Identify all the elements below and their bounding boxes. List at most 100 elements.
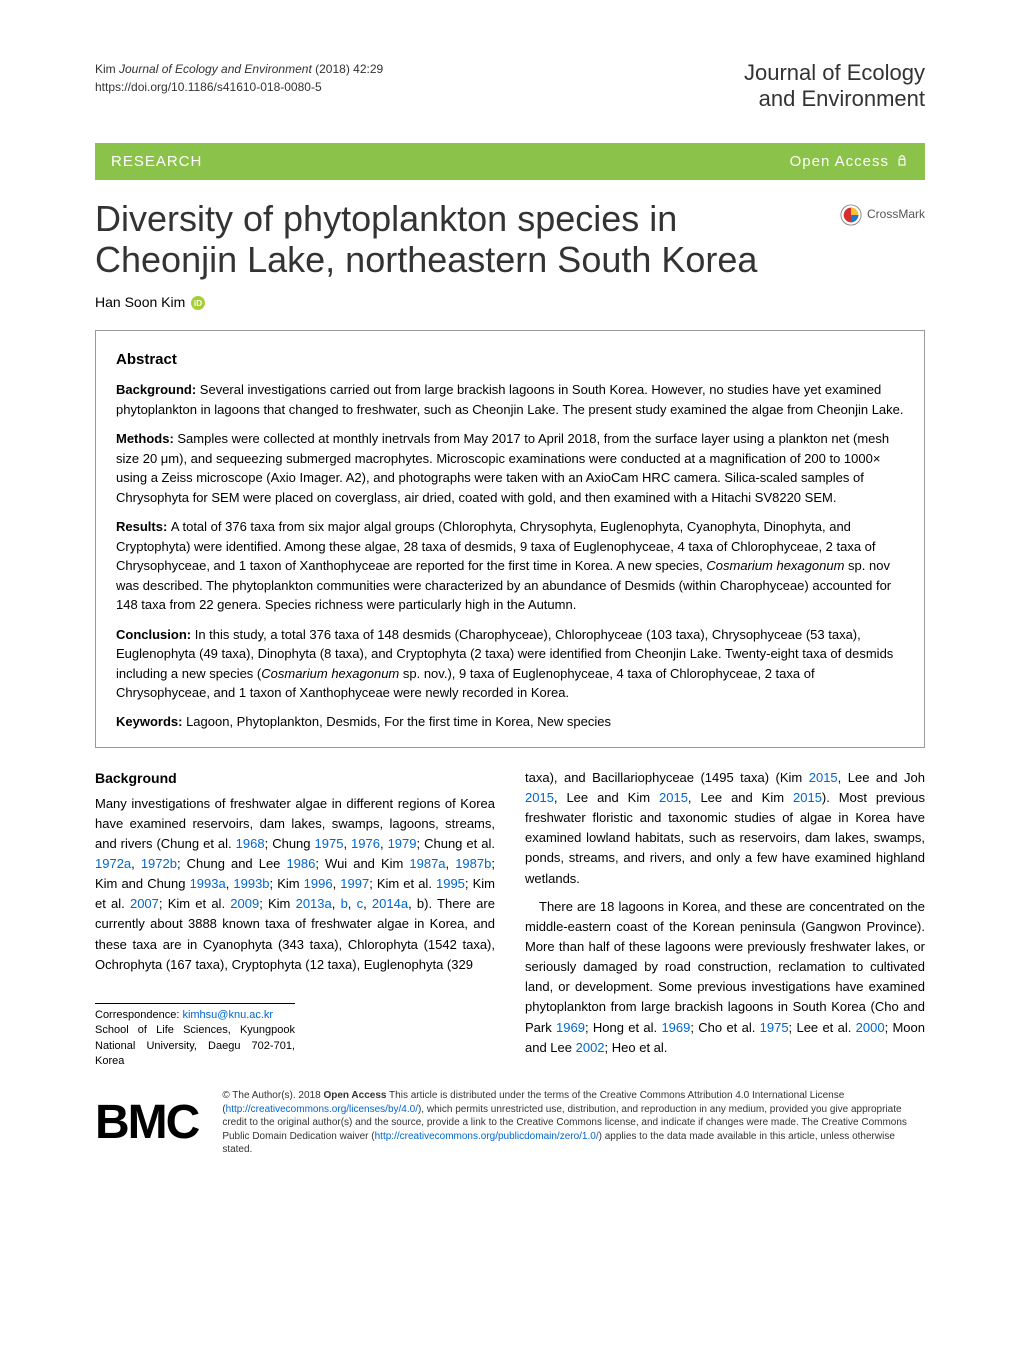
ref-link[interactable]: 1987a: [409, 856, 445, 871]
ref-link[interactable]: 2015: [809, 770, 838, 785]
body-text: , Lee and Joh: [838, 770, 925, 785]
ref-link[interactable]: 1995: [436, 876, 465, 891]
body-text: ,: [363, 896, 372, 911]
abstract-background: Background: Several investigations carri…: [116, 380, 904, 419]
ref-link[interactable]: 1976: [351, 836, 380, 851]
body-text: ; Kim et al.: [369, 876, 436, 891]
ref-link[interactable]: 2009: [230, 896, 259, 911]
body-text: ,: [332, 896, 341, 911]
ref-link[interactable]: 1993b: [233, 876, 269, 891]
background-section-heading: Background: [95, 768, 495, 790]
crossmark-icon: [840, 204, 862, 226]
correspondence-email[interactable]: kimhsu@knu.ac.kr: [182, 1009, 273, 1021]
ref-link[interactable]: 1968: [236, 836, 265, 851]
body-text: ; Kim et al.: [159, 896, 230, 911]
body-text: ,: [131, 856, 141, 871]
ref-link[interactable]: 2000: [856, 1020, 885, 1035]
abstract-methods: Methods: Samples were collected at month…: [116, 429, 904, 507]
ref-link[interactable]: 1969: [661, 1020, 690, 1035]
author-short: Kim: [95, 62, 119, 76]
abstract-heading: Abstract: [116, 349, 904, 370]
footer-row: BMC © The Author(s). 2018 Open Access Th…: [95, 1089, 925, 1157]
body-text: , Lee and Kim: [688, 790, 793, 805]
correspondence-label: Correspondence:: [95, 1009, 182, 1021]
body-text: ,: [348, 896, 357, 911]
ref-link[interactable]: 1969: [556, 1020, 585, 1035]
body-columns: Background Many investigations of freshw…: [95, 768, 925, 1070]
body-text: ,: [446, 856, 456, 871]
keywords-text: Lagoon, Phytoplankton, Desmids, For the …: [186, 714, 611, 729]
background-text: Several investigations carried out from …: [116, 382, 904, 417]
ref-link[interactable]: 1979: [388, 836, 417, 851]
abstract-conclusion: Conclusion: In this study, a total 376 t…: [116, 625, 904, 703]
methods-text: Samples were collected at monthly inetrv…: [116, 431, 889, 505]
ref-link[interactable]: 2015: [525, 790, 554, 805]
license-url[interactable]: http://creativecommons.org/publicdomain/…: [375, 1131, 599, 1142]
ref-link[interactable]: 1993a: [190, 876, 226, 891]
ref-link[interactable]: b: [341, 896, 348, 911]
correspondence-footer: Correspondence: kimhsu@knu.ac.kr School …: [95, 1003, 295, 1070]
ref-link[interactable]: 2015: [659, 790, 688, 805]
body-text: taxa), and Bacillariophyceae (1495 taxa)…: [525, 770, 809, 785]
open-access-label: Open Access: [790, 151, 889, 172]
conclusion-label: Conclusion:: [116, 627, 195, 642]
results-species-italic: Cosmarium hexagonum: [706, 558, 844, 573]
page-container: Kim Journal of Ecology and Environment (…: [0, 0, 1020, 1187]
article-type-bar: RESEARCH Open Access: [95, 143, 925, 180]
abstract-box: Abstract Background: Several investigati…: [95, 330, 925, 748]
ref-link[interactable]: 2014a: [372, 896, 408, 911]
ref-link[interactable]: 1986: [286, 856, 315, 871]
ref-link[interactable]: 1972a: [95, 856, 131, 871]
year-volume: (2018) 42:29: [315, 62, 383, 76]
license-text: © The Author(s). 2018 Open Access This a…: [222, 1089, 925, 1157]
article-title: Diversity of phytoplankton species in Ch…: [95, 198, 820, 281]
ref-link[interactable]: 2007: [130, 896, 159, 911]
body-paragraph-3: There are 18 lagoons in Korea, and these…: [525, 897, 925, 1058]
title-row: Diversity of phytoplankton species in Ch…: [95, 198, 925, 281]
crossmark-badge[interactable]: CrossMark: [840, 204, 925, 226]
research-label: RESEARCH: [111, 151, 202, 172]
conclusion-species-italic: Cosmarium hexagonum: [261, 666, 399, 681]
ref-link[interactable]: 2015: [793, 790, 822, 805]
body-text: ; Kim: [259, 896, 295, 911]
body-text: ; Heo et al.: [605, 1040, 668, 1055]
methods-label: Methods:: [116, 431, 177, 446]
ref-link[interactable]: 1987b: [455, 856, 491, 871]
crossmark-label: CrossMark: [867, 206, 925, 223]
ref-link[interactable]: 1975: [760, 1020, 789, 1035]
keywords-line: Keywords: Lagoon, Phytoplankton, Desmids…: [116, 713, 904, 731]
author-name: Han Soon Kim: [95, 294, 185, 310]
ref-link[interactable]: 1972b: [141, 856, 177, 871]
body-text: ; Cho et al.: [690, 1020, 759, 1035]
ref-link[interactable]: 2013a: [296, 896, 332, 911]
ref-link[interactable]: 1975: [315, 836, 344, 851]
abstract-results: Results: A total of 376 taxa from six ma…: [116, 517, 904, 615]
column-right: taxa), and Bacillariophyceae (1495 taxa)…: [525, 768, 925, 1070]
body-text: ,: [380, 836, 388, 851]
running-header: Kim Journal of Ecology and Environment (…: [95, 60, 925, 113]
open-access-badge: Open Access: [790, 151, 909, 172]
ref-link[interactable]: 2002: [576, 1040, 605, 1055]
journal-title-line1: Journal of Ecology: [744, 60, 925, 85]
body-text: ; Wui and Kim: [315, 856, 409, 871]
correspondence-affiliation: School of Life Sciences, Kyungpook Natio…: [95, 1024, 295, 1067]
results-label: Results:: [116, 519, 171, 534]
open-access-bold: Open Access: [323, 1090, 386, 1101]
doi-text: https://doi.org/10.1186/s41610-018-0080-…: [95, 80, 322, 94]
svg-text:iD: iD: [194, 299, 202, 308]
license-url[interactable]: http://creativecommons.org/licenses/by/4…: [226, 1104, 418, 1115]
body-paragraph-1: Many investigations of freshwater algae …: [95, 794, 495, 975]
ref-link[interactable]: 1997: [340, 876, 369, 891]
background-label: Background:: [116, 382, 200, 397]
body-text: ; Kim: [270, 876, 304, 891]
journal-title-line2: and Environment: [759, 86, 925, 111]
ref-link[interactable]: 1996: [304, 876, 333, 891]
body-text: ; Hong et al.: [585, 1020, 661, 1035]
keywords-label: Keywords:: [116, 714, 186, 729]
body-text: ; Chung and Lee: [177, 856, 286, 871]
body-text: There are 18 lagoons in Korea, and these…: [525, 899, 925, 1035]
orcid-icon[interactable]: iD: [191, 296, 205, 310]
journal-name-italic: Journal of Ecology and Environment: [119, 62, 312, 76]
body-paragraph-2: taxa), and Bacillariophyceae (1495 taxa)…: [525, 768, 925, 889]
body-text: ; Chung: [265, 836, 315, 851]
